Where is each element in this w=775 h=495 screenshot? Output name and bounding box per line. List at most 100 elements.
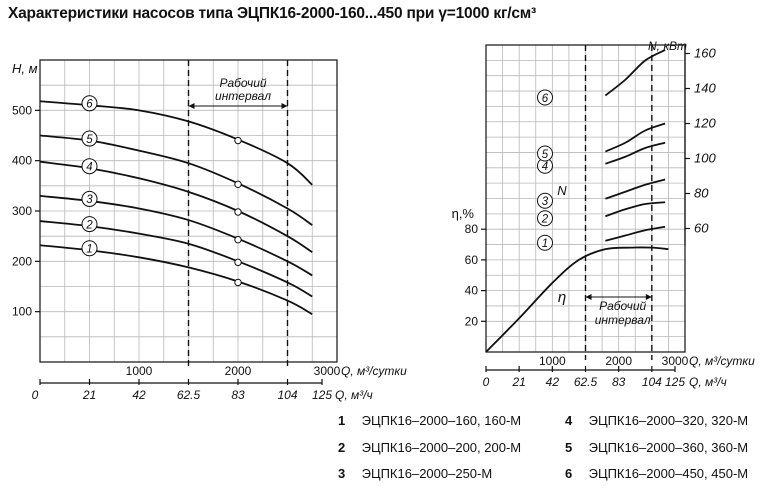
legend-item-3: 3 ЭЦПК16–2000–250-М: [338, 466, 492, 481]
x-tick-label-primary: 3000: [314, 364, 341, 378]
arrow-head: [585, 294, 592, 300]
working-interval-label: Рабочий: [599, 299, 646, 313]
y-right-tick-label: 140: [694, 81, 716, 96]
chart-title: Характеристики насосов типа ЭЦПК16-2000-…: [8, 5, 536, 22]
x-tick-label-secondary: 125: [312, 388, 332, 402]
x-tick-label-secondary: 125: [665, 375, 685, 389]
arrow-head: [281, 103, 288, 109]
x-tick-label-secondary: 0: [483, 375, 490, 389]
x-tick-label-secondary: 62.5: [574, 375, 598, 389]
x-tick-label-primary: 3000: [662, 354, 689, 368]
curve-label-2: 2: [85, 219, 93, 231]
curve-label-4: 4: [86, 162, 92, 174]
power-curve-group-label: N: [557, 183, 567, 198]
head-curve-1: [39, 244, 313, 315]
x-tick-label-primary: 2000: [225, 364, 252, 378]
optimum-point: [234, 180, 242, 189]
y-left-tick-label: 60: [465, 253, 479, 267]
y-tick-label: 100: [12, 305, 32, 319]
legend-label: ЭЦПК16–2000–250-М: [361, 466, 493, 481]
head-curve-3: [39, 195, 313, 277]
x-tick-label-secondary: 42: [132, 388, 146, 402]
power-curve-label-1-marker: [537, 234, 553, 251]
y-tick-label: 400: [12, 154, 32, 168]
legend-item-5: 5 ЭЦПК16–2000–360, 360-М: [565, 440, 748, 455]
efficiency-curve: [485, 246, 669, 353]
head-curve-4: [39, 160, 313, 254]
y-tick-label: 200: [12, 254, 32, 268]
legend-label: ЭЦПК16–2000–160, 160-М: [361, 413, 522, 428]
power-curve-5: [605, 122, 666, 153]
head-curve-5: [39, 134, 313, 226]
x-tick-label-secondary: 62.5: [177, 388, 201, 402]
x-axis-label-secondary: Q, м³/ч: [335, 388, 373, 402]
legend-label: ЭЦПК16–2000–200, 200-М: [361, 440, 522, 455]
x-tick-label-primary: 1000: [539, 354, 566, 368]
curve-label-4-marker: [81, 158, 98, 175]
x-tick-label-secondary: 42: [546, 375, 560, 389]
y-right-tick-label: 160: [694, 46, 716, 61]
optimum-point: [234, 258, 242, 267]
curve-label-1-marker: [81, 240, 98, 257]
arrow-head: [188, 103, 195, 109]
curve-label-1: 1: [86, 244, 92, 256]
working-interval-label: интервал: [595, 313, 651, 327]
x-tick-label-secondary: 21: [511, 375, 525, 389]
y-left-axis-label: η,%: [452, 206, 475, 221]
legend-label: ЭЦПК16–2000–360, 360-М: [588, 440, 749, 455]
legend-item-6: 6 ЭЦПК16–2000–450, 450-М: [565, 466, 748, 481]
power-curve-2: [605, 201, 666, 218]
legend-item-4: 4 ЭЦПК16–2000–320, 320-М: [565, 413, 748, 428]
curve-label-3: 3: [86, 194, 93, 206]
power-curve-4: [605, 141, 666, 165]
curve-label-3-marker: [81, 190, 98, 207]
power-curve-label-5: 5: [542, 149, 549, 161]
head-curve-6: [39, 100, 313, 186]
power-curve-label-4: 4: [542, 161, 548, 173]
x-tick-label-primary: 2000: [605, 354, 632, 368]
power-curve-label-6-marker: [537, 89, 553, 106]
legend-label: ЭЦПК16–2000–320, 320-М: [588, 413, 749, 428]
y-right-tick-label: 60: [694, 221, 709, 236]
curve-label-2-marker: [81, 216, 98, 233]
y-axis-label: H, м: [12, 61, 38, 76]
y-tick-label: 500: [12, 103, 32, 117]
x-tick-label-secondary: 104: [642, 375, 662, 389]
head-curve-2: [39, 220, 313, 298]
x-tick-label-secondary: 104: [277, 388, 297, 402]
efficiency-curve-label: η: [558, 289, 566, 306]
legend-number: 3: [338, 466, 346, 481]
x-tick-label-secondary: 0: [32, 388, 39, 402]
x-tick-label-secondary: 21: [82, 388, 96, 402]
optimum-point: [234, 235, 242, 244]
x-axis-label-primary: Q, м³/сутки: [689, 354, 755, 368]
y-left-tick-label: 40: [465, 284, 479, 298]
power-curve-label-2: 2: [541, 214, 549, 226]
power-curve-3: [605, 178, 666, 200]
x-axis-label-secondary: Q, м³/ч: [689, 375, 727, 389]
power-curve-label-3-marker: [537, 192, 553, 209]
power-curve-label-5-marker: [537, 145, 553, 162]
x-tick-label-primary: 1000: [126, 364, 153, 378]
curve-label-6: 6: [86, 99, 93, 111]
x-axis-label-primary: Q, м³/сутки: [341, 364, 407, 378]
x-tick-label-secondary: 83: [231, 388, 245, 402]
legend-number: 5: [565, 440, 573, 455]
legend-number: 4: [565, 413, 573, 428]
y-right-tick-label: 100: [694, 151, 716, 166]
power-curve-label-1: 1: [542, 238, 548, 250]
legend-number: 6: [565, 466, 573, 481]
curve-label-5-marker: [81, 130, 98, 147]
arrow-head: [645, 294, 652, 300]
working-interval-label: интервал: [215, 89, 271, 103]
optimum-point: [234, 278, 242, 287]
power-curve-6: [604, 49, 666, 97]
power-curve-label-6: 6: [542, 93, 549, 105]
legend-number: 1: [338, 413, 346, 428]
y-left-tick-label: 80: [465, 222, 479, 236]
x-tick-label-secondary: 83: [612, 375, 626, 389]
y-tick-label: 300: [12, 204, 32, 218]
optimum-point: [234, 208, 242, 216]
power-curve-1: [605, 225, 666, 242]
